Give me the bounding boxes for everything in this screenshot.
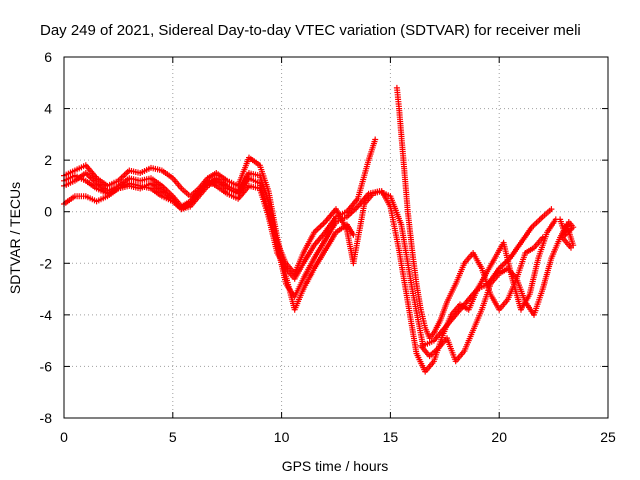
x-tick-label: 10 (274, 429, 290, 445)
x-tick-label: 25 (600, 429, 616, 445)
x-tick-label: 20 (491, 429, 507, 445)
y-tick-label: 6 (44, 49, 52, 65)
x-axis-label: GPS time / hours (282, 458, 389, 474)
y-tick-label: -4 (40, 307, 53, 323)
y-tick-label: 0 (44, 204, 52, 220)
y-tick-label: -8 (40, 410, 53, 426)
x-tick-label: 15 (383, 429, 399, 445)
y-tick-label: 4 (44, 101, 52, 117)
y-tick-label: 2 (44, 152, 52, 168)
data-points (61, 84, 577, 375)
axis-ticks: 0 5 10 15 20 25 -8 -6 -4 -2 0 2 4 6 (40, 49, 616, 445)
x-tick-label: 5 (169, 429, 177, 445)
y-axis-label: SDTVAR / TECUs (7, 182, 23, 294)
data-point-markers (557, 216, 577, 251)
y-tick-label: -2 (40, 255, 53, 271)
y-tick-label: -6 (40, 358, 53, 374)
plot-frame (63, 56, 609, 419)
x-tick-label: 0 (60, 429, 68, 445)
data-series-track-7 (557, 216, 577, 251)
chart-title: Day 249 of 2021, Sidereal Day-to-day VTE… (40, 22, 581, 39)
